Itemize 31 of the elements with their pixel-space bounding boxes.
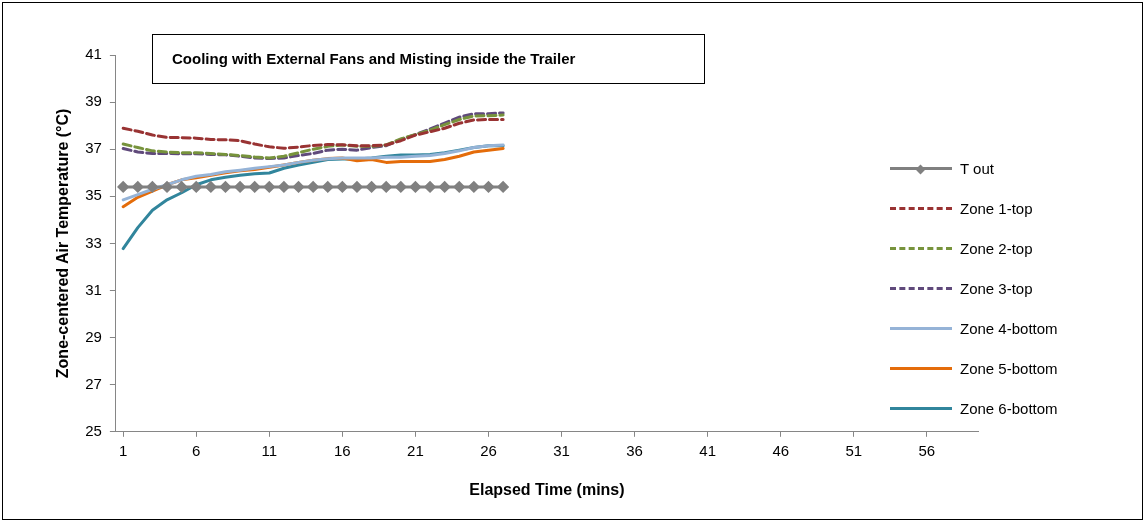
- x-tick-label: 1: [119, 441, 128, 459]
- y-tick-label: 27: [85, 374, 102, 392]
- legend-label: Zone 2-top: [960, 239, 1033, 257]
- y-axis-title: Zone-centered Air Temperature (°C): [54, 108, 72, 379]
- y-tick-label: 35: [85, 186, 102, 204]
- y-tick-label: 39: [85, 92, 102, 110]
- y-tick-label: 41: [85, 45, 102, 63]
- legend-label: Zone 6-bottom: [960, 399, 1058, 417]
- y-tick-label: 33: [85, 233, 102, 251]
- x-tick-label: 41: [699, 441, 717, 459]
- y-tick-label: 37: [85, 139, 102, 157]
- x-tick-label: 56: [918, 441, 936, 459]
- x-tick-label: 16: [334, 441, 351, 459]
- x-tick-label: 21: [407, 441, 424, 459]
- x-tick-label: 6: [192, 441, 201, 459]
- y-tick-label: 25: [85, 421, 102, 439]
- x-tick-label: 36: [626, 441, 643, 459]
- y-tick-label: 29: [85, 327, 102, 345]
- legend-label: Zone 5-bottom: [960, 359, 1058, 377]
- legend-label: T out: [960, 159, 994, 177]
- x-tick-label: 26: [480, 441, 497, 459]
- y-tick-label: 31: [85, 280, 102, 298]
- legend-label: Zone 3-top: [960, 279, 1033, 297]
- line-series: [121, 118, 505, 150]
- legend-label: Zone 1-top: [960, 199, 1033, 217]
- legend-label: Zone 4-bottom: [960, 319, 1058, 337]
- x-tick-label: 46: [772, 441, 790, 459]
- x-tick-label: 11: [261, 441, 278, 459]
- x-axis-title: Elapsed Time (mins): [469, 480, 625, 498]
- x-tick-label: 51: [845, 441, 863, 459]
- x-tick-label: 31: [553, 441, 570, 459]
